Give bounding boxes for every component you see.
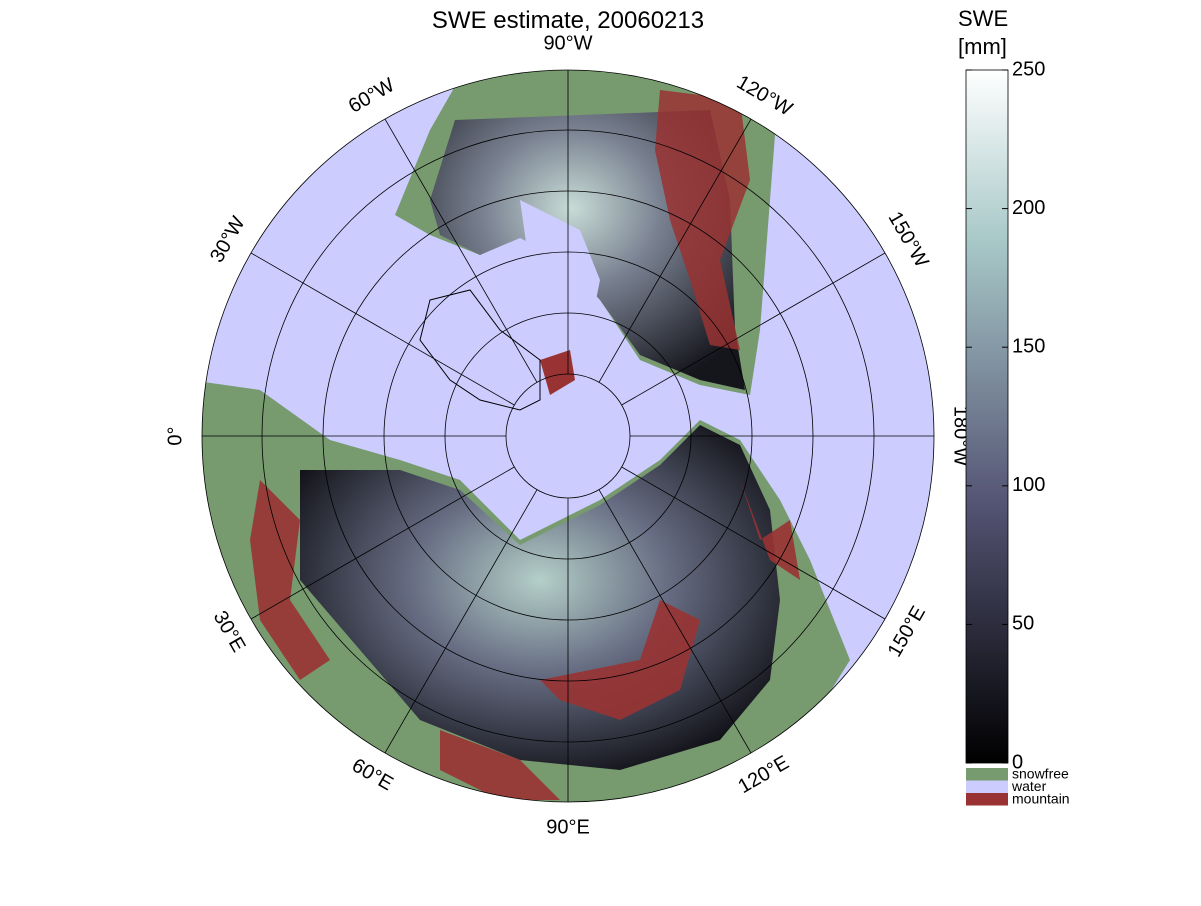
colorbar-tick-label: 0: [1012, 751, 1023, 773]
longitude-label: 150°E: [884, 602, 930, 660]
meridian: [250, 252, 515, 406]
legend-swatch: [966, 780, 1008, 793]
longitude-label: 60°W: [345, 74, 399, 118]
meridian: [250, 466, 515, 620]
legend-swatch: [966, 793, 1008, 806]
meridian: [598, 118, 752, 383]
meridians: [202, 70, 934, 802]
longitude-label: 150°W: [884, 208, 933, 271]
colorbar: [965, 69, 1009, 764]
longitude-label: 30°W: [206, 213, 250, 267]
rockies-mountain: [655, 90, 750, 350]
colorbar-tick-label: 100: [1012, 474, 1045, 496]
longitude-label: 120°W: [733, 71, 796, 120]
colorbar-tick-label: 50: [1012, 613, 1034, 635]
legend-label: water: [1011, 778, 1047, 794]
longitude-label: 60°E: [348, 754, 397, 795]
longitude-label: 30°E: [209, 607, 250, 656]
colorbar-label: SWE: [958, 6, 1008, 31]
meridian: [621, 252, 886, 406]
longitude-label: 90°E: [546, 816, 590, 838]
colorbar-unit: [mm]: [958, 34, 1007, 59]
hudson-bay: [520, 200, 600, 350]
longitude-label: 0°: [164, 426, 186, 445]
greenland-mountain: [540, 350, 575, 395]
greenland-outline: [419, 289, 541, 411]
legend-label: mountain: [1012, 791, 1070, 807]
colorbar-tick-label: 250: [1012, 58, 1045, 80]
colorbar-tick-label: 200: [1012, 197, 1045, 219]
longitude-label: 120°E: [734, 752, 792, 798]
map: [202, 70, 934, 802]
eurasia-mountain: [250, 480, 800, 800]
longitude-label: 90°W: [543, 32, 592, 54]
meridian: [384, 118, 538, 383]
legend-label: snowfree: [1012, 766, 1069, 782]
meridian: [621, 466, 886, 620]
meridian: [598, 489, 752, 754]
legend-swatch: [966, 768, 1008, 781]
map-title: SWE estimate, 20060213: [432, 7, 704, 34]
meridian: [384, 489, 538, 754]
colorbar-tick-label: 150: [1012, 335, 1045, 357]
